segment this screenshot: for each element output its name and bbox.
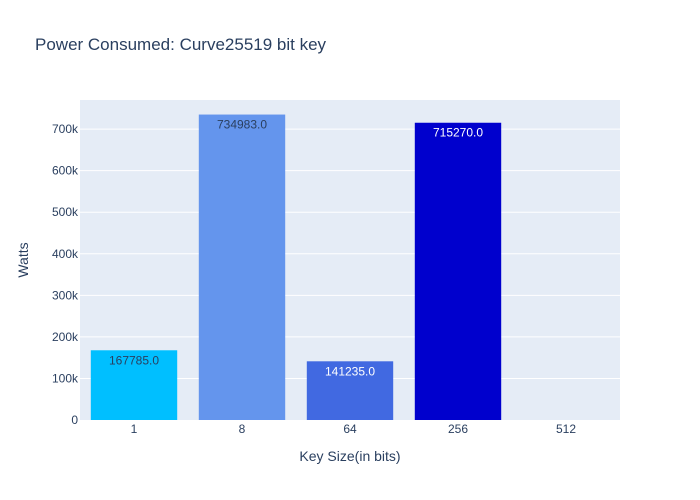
x-tick-label: 1 bbox=[131, 422, 138, 436]
bars bbox=[90, 114, 502, 420]
bar-data-label: 734983.0 bbox=[217, 118, 267, 132]
y-tick-label: 500k bbox=[52, 205, 79, 219]
y-tick-label: 600k bbox=[52, 164, 79, 178]
y-tick-label: 400k bbox=[52, 247, 79, 261]
bar bbox=[90, 350, 178, 420]
bar-data-label: 167785.0 bbox=[109, 353, 159, 367]
x-tick-label: 8 bbox=[239, 422, 246, 436]
x-tick-label: 512 bbox=[556, 422, 576, 436]
y-tick-label: 700k bbox=[52, 122, 79, 136]
bar bbox=[306, 361, 394, 420]
y-axis-ticks: 0 100k 200k 300k 400k 500k 600k 700k bbox=[52, 122, 79, 427]
x-axis-label: Key Size(in bits) bbox=[299, 448, 400, 464]
y-tick-label: 200k bbox=[52, 330, 79, 344]
bar bbox=[198, 114, 286, 420]
bar-data-label: 141235.0 bbox=[325, 364, 375, 378]
y-tick-label: 100k bbox=[52, 371, 79, 385]
bar-data-label: 715270.0 bbox=[433, 126, 483, 140]
chart-title: Power Consumed: Curve25519 bit key bbox=[35, 35, 327, 54]
y-tick-label: 0 bbox=[71, 413, 78, 427]
y-axis-label: Watts bbox=[15, 242, 31, 277]
bar bbox=[414, 122, 502, 420]
data-labels: 167785.0 734983.0 141235.0 715270.0 bbox=[109, 118, 483, 379]
x-tick-label: 64 bbox=[343, 422, 357, 436]
x-tick-label: 256 bbox=[448, 422, 468, 436]
y-tick-label: 300k bbox=[52, 288, 79, 302]
x-axis-ticks: 1 8 64 256 512 bbox=[131, 422, 577, 436]
